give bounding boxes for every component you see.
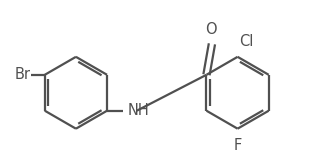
- Text: Br: Br: [14, 67, 30, 82]
- Text: F: F: [233, 138, 242, 153]
- Text: NH: NH: [127, 103, 149, 118]
- Text: Cl: Cl: [239, 34, 253, 49]
- Text: O: O: [205, 22, 217, 37]
